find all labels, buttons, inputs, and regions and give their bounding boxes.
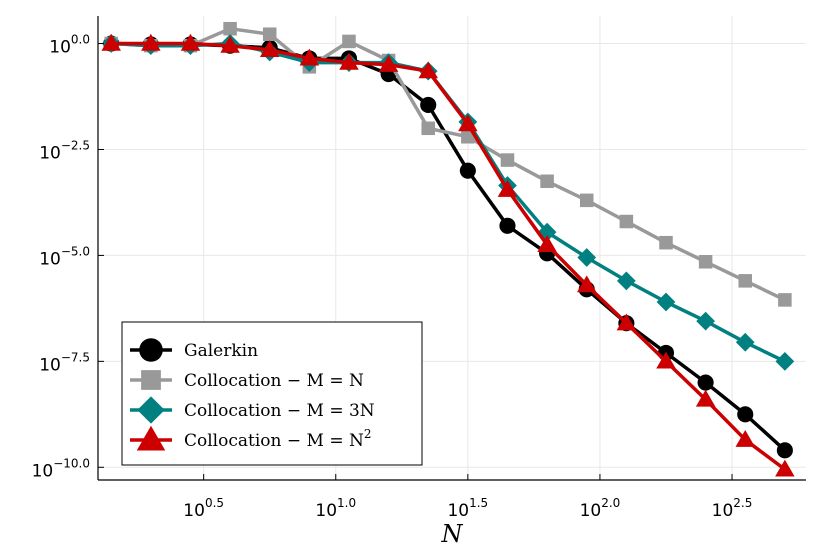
legend: Galerkin Collocation − M = N Collocation −… (121, 321, 423, 466)
data-point-circle (737, 406, 754, 423)
data-point-triangle (180, 33, 201, 51)
data-point-triangle (299, 48, 320, 66)
data-point-diamond (775, 351, 795, 371)
data-point-triangle (537, 235, 557, 252)
data-point-square (579, 193, 594, 208)
data-point-circle (420, 96, 437, 114)
legend-entry: Collocation − M = 3N (130, 396, 375, 424)
data-point-square (262, 27, 277, 41)
y-tick-label: 10−2.5 (39, 138, 90, 163)
data-point-square (619, 214, 634, 229)
data-point-triangle (378, 54, 399, 72)
x-tick-label: 100.5 (183, 496, 224, 521)
legend-label: Collocation − M = N (184, 371, 364, 391)
data-point-square (461, 130, 475, 144)
data-point-circle (459, 162, 476, 179)
y-tick-label: 10−7.5 (39, 350, 90, 375)
data-point-square (500, 153, 515, 167)
legend-label: Collocation − M = 3N (184, 401, 375, 421)
data-point-triangle (458, 114, 478, 132)
data-point-triangle (576, 275, 597, 293)
data-point-triangle (735, 429, 755, 447)
data-point-circle (499, 217, 516, 234)
axes (97, 16, 806, 481)
legend-entry: Collocation − M = N (130, 370, 364, 391)
data-point-diamond (137, 396, 165, 424)
series-4 (101, 33, 795, 477)
data-point-circle (697, 374, 714, 391)
data-point-triangle (339, 52, 359, 70)
legend-entry: Galerkin (130, 338, 258, 362)
data-point-triangle (101, 33, 121, 51)
data-point-triangle (775, 459, 795, 477)
data-point-square (778, 293, 792, 307)
y-tick-label: 10−5.0 (39, 244, 90, 269)
data-point-triangle (497, 179, 518, 197)
data-point-triangle (656, 351, 676, 369)
x-tick-label: 101.5 (447, 496, 488, 521)
data-point-square (141, 370, 161, 390)
x-tick-label: 102.5 (712, 496, 753, 521)
data-point-square (659, 235, 673, 250)
data-point-circle (139, 338, 163, 362)
y-tick-label: 10−10.0 (32, 456, 90, 481)
data-point-triangle (418, 61, 438, 79)
data-point-triangle (136, 425, 166, 451)
x-tick-label: 102.0 (580, 496, 621, 521)
tick-labels: 100.5 101.0 101.5 102.0 102.5 100.0 10−2.5 10−5… (32, 33, 753, 521)
x-tick-label: 101.0 (315, 496, 356, 521)
data-point-square (342, 34, 356, 49)
data-point-square (223, 21, 237, 36)
y-tick-label: 100.0 (49, 33, 90, 58)
data-point-diamond (656, 292, 676, 312)
legend-entry: Collocation − M = N2 (130, 425, 372, 451)
data-point-square (421, 121, 435, 136)
data-point-triangle (141, 33, 161, 51)
data-point-circle (776, 442, 793, 459)
data-point-square (540, 174, 554, 189)
data-point-square (738, 274, 752, 288)
data-point-triangle (220, 35, 240, 53)
data-point-diamond (577, 248, 597, 267)
legend-label: Galerkin (184, 341, 258, 361)
x-axis-label: N (441, 520, 464, 548)
data-point-triangle (259, 40, 280, 58)
data-point-triangle (616, 313, 637, 331)
data-point-square (698, 255, 713, 269)
series-group (101, 21, 795, 477)
legend-label: Collocation − M = N2 (184, 427, 372, 451)
data-point-triangle (695, 389, 716, 407)
data-point-diamond (616, 271, 636, 291)
data-point-diamond (696, 311, 715, 331)
data-point-diamond (735, 332, 755, 352)
